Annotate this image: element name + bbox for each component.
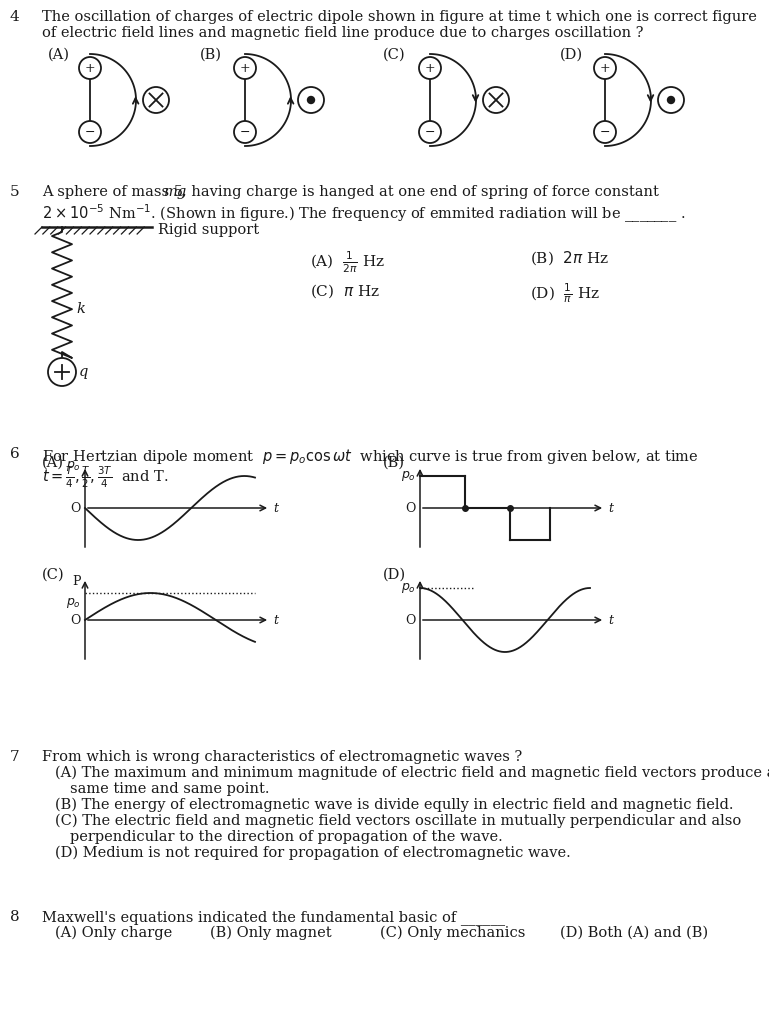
Text: , having charge is hanged at one end of spring of force constant: , having charge is hanged at one end of … bbox=[182, 185, 659, 199]
Text: (B): (B) bbox=[383, 456, 405, 470]
Text: mg: mg bbox=[164, 185, 187, 199]
Text: perpendicular to the direction of propagation of the wave.: perpendicular to the direction of propag… bbox=[70, 830, 503, 844]
Text: t: t bbox=[608, 502, 613, 514]
Text: From which is wrong characteristics of electromagnetic waves ?: From which is wrong characteristics of e… bbox=[42, 750, 522, 764]
Text: (B) Only magnet: (B) Only magnet bbox=[210, 926, 331, 940]
Circle shape bbox=[234, 57, 256, 79]
Text: Maxwell's equations indicated the fundamental basic of ______: Maxwell's equations indicated the fundam… bbox=[42, 910, 505, 925]
Circle shape bbox=[79, 57, 101, 79]
Circle shape bbox=[419, 57, 441, 79]
Circle shape bbox=[667, 96, 674, 103]
Circle shape bbox=[308, 96, 315, 103]
Text: t: t bbox=[273, 613, 278, 627]
Text: (A): (A) bbox=[42, 456, 64, 470]
Text: $p_o$: $p_o$ bbox=[66, 596, 81, 610]
Text: t: t bbox=[273, 502, 278, 514]
Text: −: − bbox=[600, 126, 611, 138]
Text: (A) Only charge: (A) Only charge bbox=[55, 926, 172, 940]
Text: (D): (D) bbox=[383, 568, 406, 582]
Text: $t = \frac{T}{4}, \frac{T}{2}, \frac{3T}{4}$  and T.: $t = \frac{T}{4}, \frac{T}{2}, \frac{3T}… bbox=[42, 465, 168, 490]
Text: (C): (C) bbox=[383, 48, 405, 62]
Text: 8: 8 bbox=[10, 910, 20, 924]
Text: +: + bbox=[240, 61, 251, 75]
Text: +: + bbox=[424, 61, 435, 75]
Text: 5: 5 bbox=[10, 185, 20, 199]
Text: (C): (C) bbox=[42, 568, 65, 582]
Text: (C) The electric field and magnetic field vectors oscillate in mutually perpendi: (C) The electric field and magnetic fiel… bbox=[55, 814, 741, 828]
Text: The oscillation of charges of electric dipole shown in figure at time t which on: The oscillation of charges of electric d… bbox=[42, 10, 757, 24]
Circle shape bbox=[419, 121, 441, 143]
Circle shape bbox=[79, 121, 101, 143]
Text: Rigid support: Rigid support bbox=[158, 223, 259, 237]
Text: For Hertzian dipole moment  $p = p_o \cos\omega t$  which curve is true from giv: For Hertzian dipole moment $p = p_o \cos… bbox=[42, 447, 698, 466]
Text: +: + bbox=[600, 61, 611, 75]
Circle shape bbox=[234, 121, 256, 143]
Circle shape bbox=[143, 87, 169, 113]
Circle shape bbox=[48, 358, 76, 386]
Text: (A): (A) bbox=[48, 48, 70, 62]
Text: same time and same point.: same time and same point. bbox=[70, 782, 269, 796]
Text: −: − bbox=[240, 126, 250, 138]
Text: O: O bbox=[71, 502, 81, 514]
Text: (C) Only mechanics: (C) Only mechanics bbox=[380, 926, 525, 940]
Text: 7: 7 bbox=[10, 750, 20, 764]
Text: A sphere of mass 5: A sphere of mass 5 bbox=[42, 185, 188, 199]
Text: (B): (B) bbox=[200, 48, 222, 62]
Text: (D) Medium is not required for propagation of electromagnetic wave.: (D) Medium is not required for propagati… bbox=[55, 846, 571, 860]
Text: of electric field lines and magnetic field line produce due to charges oscillati: of electric field lines and magnetic fie… bbox=[42, 26, 644, 40]
Text: (A)  $\frac{1}{2\pi}$ Hz: (A) $\frac{1}{2\pi}$ Hz bbox=[310, 249, 385, 274]
Text: $p_o$: $p_o$ bbox=[401, 469, 416, 483]
Circle shape bbox=[658, 87, 684, 113]
Text: −: − bbox=[85, 126, 95, 138]
Text: O: O bbox=[405, 502, 416, 514]
Text: (A) The maximum and minimum magnitude of electric field and magnetic field vecto: (A) The maximum and minimum magnitude of… bbox=[55, 766, 769, 780]
Text: k: k bbox=[76, 302, 85, 316]
Text: −: − bbox=[424, 126, 435, 138]
Text: O: O bbox=[405, 613, 416, 627]
Circle shape bbox=[298, 87, 324, 113]
Text: +: + bbox=[85, 61, 95, 75]
Text: (B) The energy of electromagnetic wave is divide eqully in electric field and ma: (B) The energy of electromagnetic wave i… bbox=[55, 798, 734, 812]
Circle shape bbox=[594, 121, 616, 143]
Circle shape bbox=[483, 87, 509, 113]
Text: $2\times10^{-5}$ Nm$^{-1}$. (Shown in figure.) The frequency of emmited radiatio: $2\times10^{-5}$ Nm$^{-1}$. (Shown in fi… bbox=[42, 203, 685, 225]
Text: O: O bbox=[71, 613, 81, 627]
Text: (D): (D) bbox=[560, 48, 583, 62]
Text: (B)  $2\pi$ Hz: (B) $2\pi$ Hz bbox=[530, 249, 609, 266]
Text: t: t bbox=[608, 613, 613, 627]
Text: $p_o$: $p_o$ bbox=[66, 459, 81, 473]
Text: q: q bbox=[79, 365, 88, 379]
Text: $p_o$: $p_o$ bbox=[401, 581, 416, 595]
Text: P: P bbox=[72, 575, 81, 588]
Text: (D) Both (A) and (B): (D) Both (A) and (B) bbox=[560, 926, 708, 940]
Text: 6: 6 bbox=[10, 447, 20, 461]
Text: 4: 4 bbox=[10, 10, 20, 24]
Text: (D)  $\frac{1}{\pi}$ Hz: (D) $\frac{1}{\pi}$ Hz bbox=[530, 282, 600, 305]
Text: (C)  $\pi$ Hz: (C) $\pi$ Hz bbox=[310, 282, 380, 300]
Circle shape bbox=[594, 57, 616, 79]
